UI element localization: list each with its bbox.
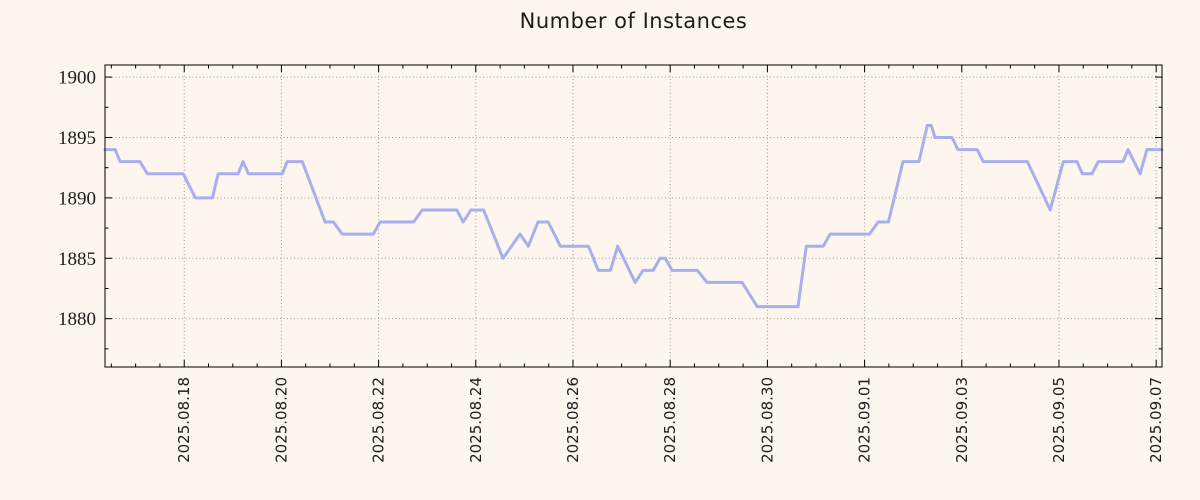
chart-title: Number of Instances [519,9,748,33]
x-tick-label: 2025.08.28 [661,377,679,463]
x-tick-label: 2025.08.24 [467,377,485,463]
y-tick-label: 1885 [58,249,96,270]
x-tick-label: 2025.09.05 [1050,377,1068,463]
x-tick-label: 2025.08.20 [272,377,290,463]
x-tick-label: 2025.09.03 [953,377,971,463]
x-tick-label: 2025.09.01 [856,377,874,463]
x-tick-label: 2025.08.26 [564,377,582,463]
y-tick-label: 1895 [58,128,96,149]
x-tick-label: 2025.08.18 [175,377,193,463]
y-tick-label: 1900 [58,68,96,89]
series-line [103,123,1164,309]
plot-border [104,64,1163,368]
x-tick-label: 2025.08.30 [758,377,776,463]
y-tick-label: 1880 [58,309,96,330]
x-tick-label: 2025.08.22 [370,377,388,463]
y-tick-label: 1890 [58,188,96,209]
x-tick-label: 2025.09.07 [1147,377,1165,463]
